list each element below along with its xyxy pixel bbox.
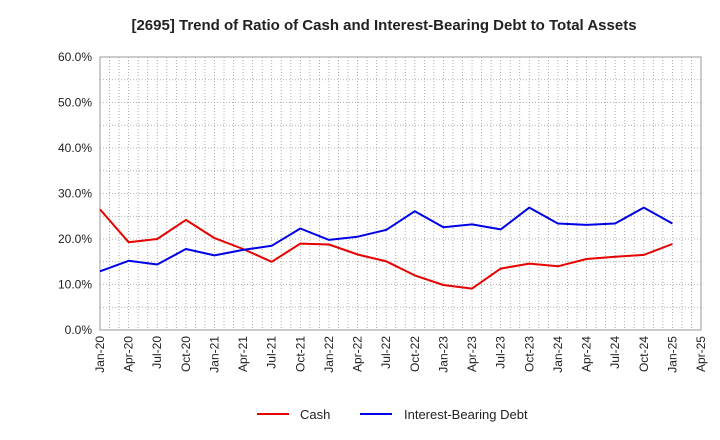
x-tick-label: Apr-21 [236, 336, 250, 372]
x-tick-label: Apr-23 [465, 336, 479, 372]
x-tick-label: Jul-24 [608, 336, 622, 369]
series-layer [99, 206, 673, 290]
x-tick-label: Jan-23 [436, 336, 450, 373]
x-tick-label: Oct-24 [637, 336, 651, 372]
x-tick-label: Jul-21 [265, 336, 279, 369]
x-tick-label: Oct-21 [293, 336, 307, 372]
series-line-cash [99, 208, 673, 290]
x-tick-label: Jul-20 [150, 336, 164, 369]
y-tick-label: 40.0% [58, 141, 92, 155]
x-tick-label: Oct-22 [408, 336, 422, 372]
x-axis: Jan-20 Apr-20 Jul-20 Oct-20 Jan-21 Apr-21 Jul-… [93, 336, 708, 373]
x-tick-label: Jan-20 [93, 336, 107, 373]
x-tick-label: Jan-24 [551, 336, 565, 373]
x-tick-label: Apr-20 [122, 336, 136, 372]
x-tick-label: Jan-21 [207, 336, 221, 373]
x-tick-label: Oct-23 [522, 336, 536, 372]
legend-label-interest-bearing-debt: Interest-Bearing Debt [404, 407, 528, 422]
x-tick-label: Apr-24 [580, 336, 594, 372]
y-tick-label: 10.0% [58, 278, 92, 292]
y-tick-label: 0.0% [65, 323, 93, 337]
x-tick-label: Jul-22 [379, 336, 393, 369]
y-axis: 0.0% 10.0% 20.0% 30.0% 40.0% 50.0% 60.0% [58, 50, 92, 337]
plot-area-border [99, 56, 702, 331]
x-tick-label: Jul-23 [494, 336, 508, 369]
x-tick-label: Apr-22 [351, 336, 365, 372]
y-tick-label: 60.0% [58, 50, 92, 64]
y-tick-label: 30.0% [58, 187, 92, 201]
y-tick-label: 20.0% [58, 232, 92, 246]
y-tick-label: 50.0% [58, 96, 92, 110]
legend: Cash Interest-Bearing Debt [257, 407, 528, 422]
grid [99, 56, 702, 331]
x-tick-label: Jan-25 [665, 336, 679, 373]
x-tick-label: Apr-25 [694, 336, 708, 372]
x-tick-label: Jan-22 [322, 336, 336, 373]
chart-title: [2695] Trend of Ratio of Cash and Intere… [131, 17, 636, 34]
series-line-interest-bearing-debt [99, 206, 673, 273]
legend-label-cash: Cash [300, 407, 330, 422]
x-tick-label: Oct-20 [179, 336, 193, 372]
